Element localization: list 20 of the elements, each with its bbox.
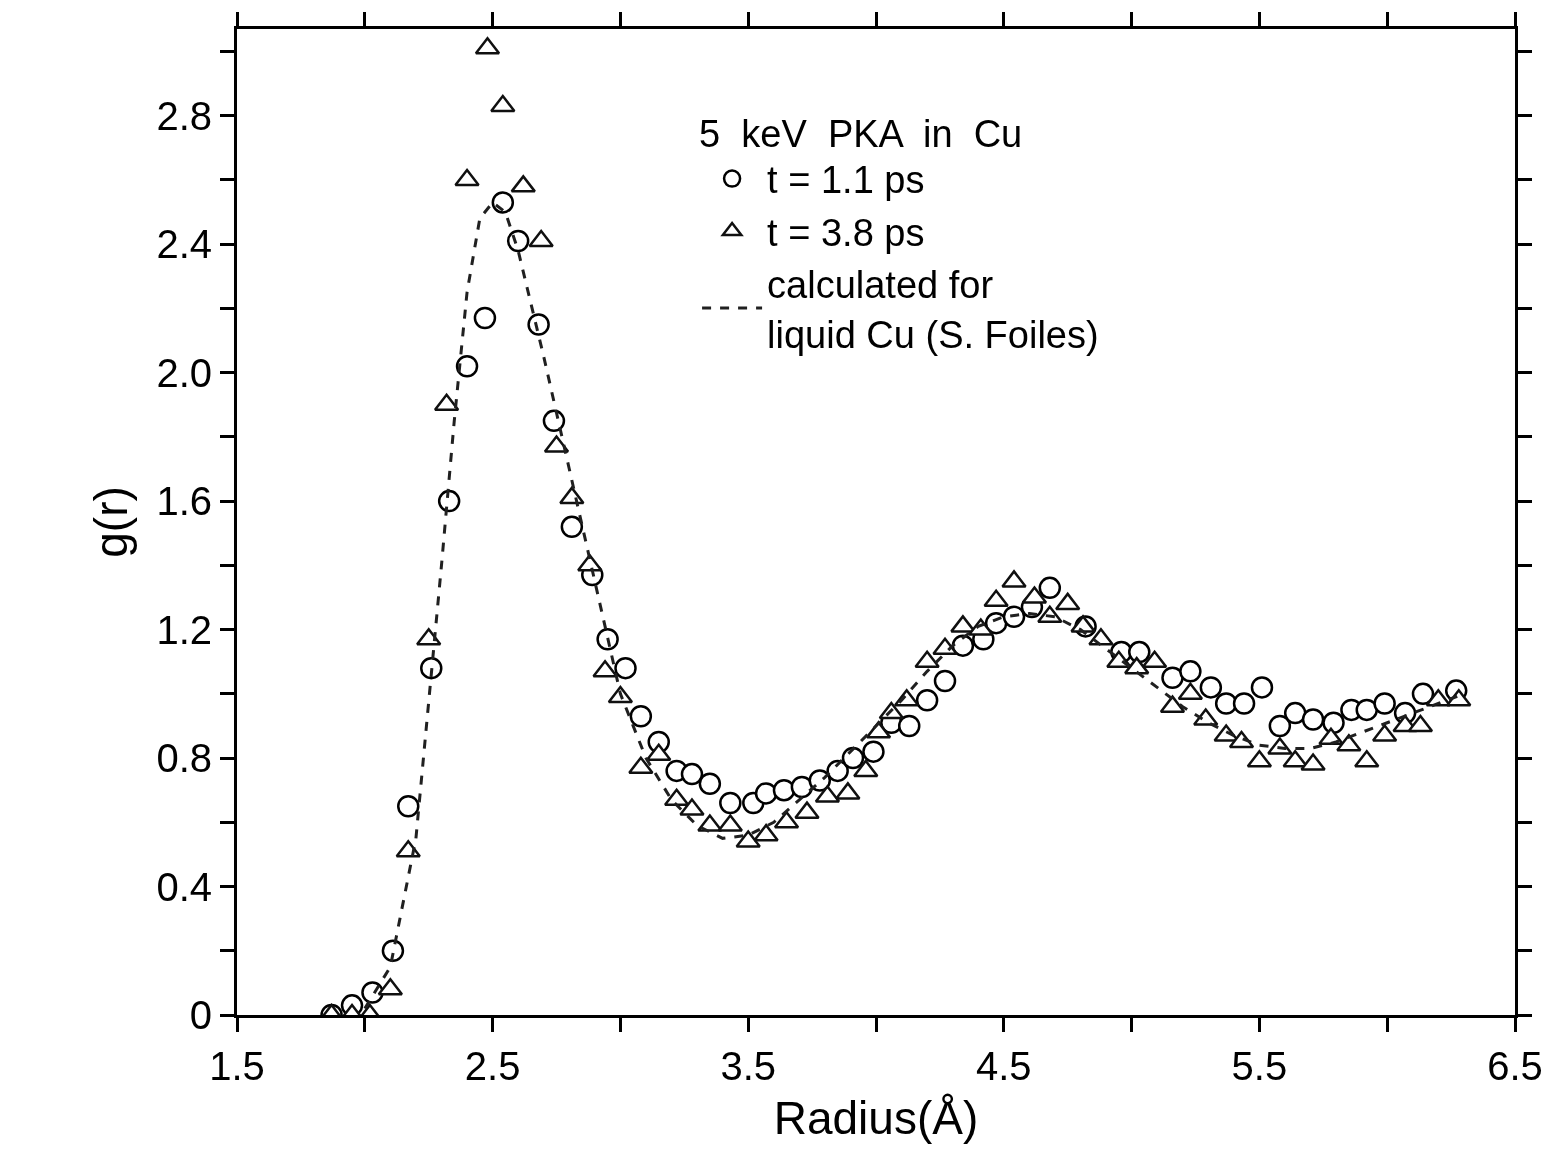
legend-label: t = 1.1 ps: [767, 159, 925, 202]
legend-label: calculated for liquid Cu (S. Foiles): [767, 264, 1099, 356]
y-tick-label: 0: [189, 993, 212, 1037]
x-tick-label: 6.5: [1487, 1044, 1543, 1088]
y-axis-title: g(r): [84, 486, 137, 558]
y-tick-label: 2.0: [156, 350, 212, 395]
x-tick-label: 2.5: [464, 1044, 521, 1088]
y-tick-label: 2.4: [156, 222, 212, 267]
x-tick-label: 3.5: [720, 1044, 776, 1088]
y-tick-label: 1.2: [156, 607, 212, 652]
legend-label: t = 3.8 ps: [767, 211, 925, 254]
x-tick-label: 1.5: [209, 1044, 265, 1088]
x-axis-title: Radius(Å): [773, 1091, 979, 1144]
y-tick-label: 2.8: [156, 93, 212, 138]
x-tick-label: 4.5: [976, 1044, 1032, 1088]
y-tick-label: 0.4: [156, 864, 212, 909]
y-tick-label: 1.6: [156, 479, 212, 524]
y-tick-label: 0.8: [156, 736, 212, 781]
legend-title: 5 keV PKA in Cu: [699, 113, 1023, 156]
x-tick-label: 5.5: [1231, 1044, 1288, 1088]
